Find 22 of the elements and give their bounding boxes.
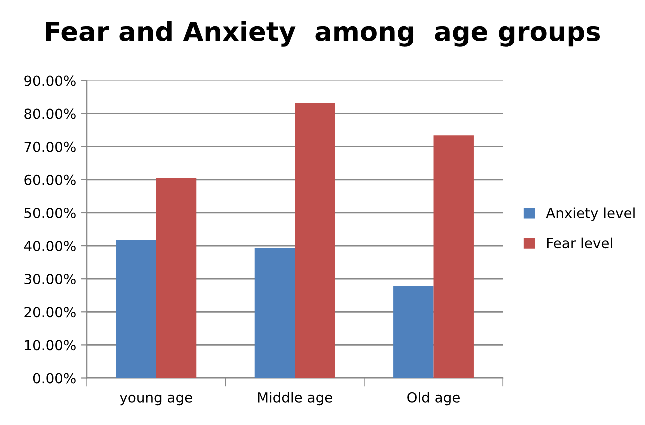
y-tick-label: 10.00% bbox=[25, 340, 76, 351]
y-tick-label: 0.00% bbox=[33, 373, 76, 384]
x-tick-label: Middle age bbox=[258, 392, 332, 406]
y-tick-label: 50.00% bbox=[24, 208, 76, 218]
y-tick-label: 60.00% bbox=[24, 174, 76, 186]
legend-label: Fear level bbox=[548, 238, 612, 249]
legend-label: Anxiety level bbox=[546, 208, 635, 222]
y-tick-label: 30.00% bbox=[24, 274, 76, 285]
bar bbox=[295, 104, 336, 378]
y-tick-label: 70.00% bbox=[24, 142, 76, 152]
bar bbox=[156, 178, 197, 378]
bar bbox=[434, 136, 474, 378]
y-tick-label: 90.00% bbox=[24, 76, 76, 86]
bar bbox=[394, 286, 434, 378]
x-tick-label: young age bbox=[120, 394, 192, 406]
bar bbox=[254, 248, 296, 378]
bar bbox=[116, 240, 156, 378]
y-tick-label: 40.00% bbox=[24, 240, 76, 252]
chart-title: Fear and Anxiety among age groups bbox=[46, 21, 600, 47]
x-tick-label: Old age bbox=[408, 392, 460, 406]
y-tick-label: 20.00% bbox=[24, 307, 76, 318]
y-tick-label: 80.00% bbox=[24, 108, 76, 120]
